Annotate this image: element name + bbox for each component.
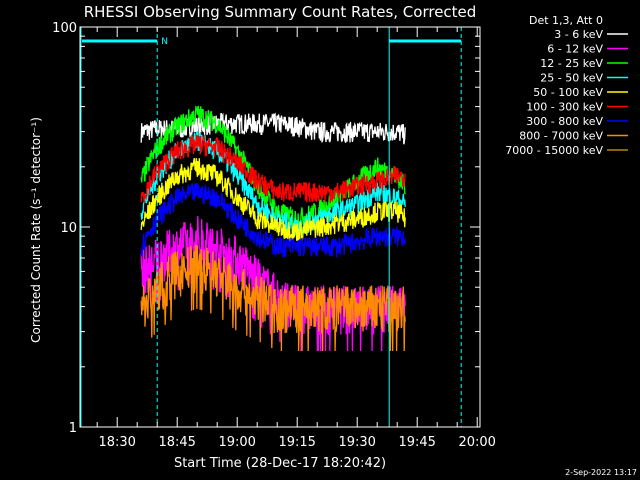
legend-label: 12 - 25 keV [540,57,603,70]
y-tick-label: 1 [69,421,77,436]
y-tick-label: 100 [52,21,77,36]
legend-label: 6 - 12 keV [547,43,603,56]
y-tick-label: 10 [60,221,77,236]
legend-label: 7000 - 15000 keV [505,144,603,157]
y-axis-label: Corrected Count Rate (s⁻¹ detector⁻¹) [29,117,43,343]
legend-label: 3 - 6 keV [554,28,603,41]
series-trace-5 [140,134,406,203]
legend-label: 800 - 7000 keV [519,130,603,143]
legend-title: Det 1,3, Att 0 [529,14,603,27]
legend-label: 50 - 100 keV [533,86,603,99]
series-trace-6 [140,182,406,258]
x-tick-label: 19:00 [218,435,255,450]
legend-label: 100 - 300 keV [526,101,603,114]
series-trace-4 [140,157,406,243]
series-trace-0 [140,112,406,145]
x-axis: 18:30 18:45 19:00 19:15 19:30 19:45 20:00 [96,27,496,450]
x-tick-label: 20:00 [458,435,495,450]
y-axis: 1 10 100 [52,21,480,436]
legend-label: 300 - 800 keV [526,115,603,128]
x-tick-label: 18:45 [158,435,195,450]
series-traces [140,105,406,352]
legend-label: 25 - 50 keV [540,72,603,85]
x-tick-label: 19:45 [398,435,435,450]
observing-overlays: N [80,27,462,427]
x-tick-label: 18:30 [98,435,135,450]
x-tick-label: 19:30 [338,435,375,450]
footer-timestamp: 2-Sep-2022 13:17 [565,468,637,477]
series-trace-7 [140,244,406,352]
x-axis-label: Start Time (28-Dec-17 18:20:42) [174,456,386,471]
night-marker-label: N [161,37,168,47]
x-tick-label: 19:15 [278,435,315,450]
chart-title: RHESSI Observing Summary Count Rates, Co… [84,3,477,21]
